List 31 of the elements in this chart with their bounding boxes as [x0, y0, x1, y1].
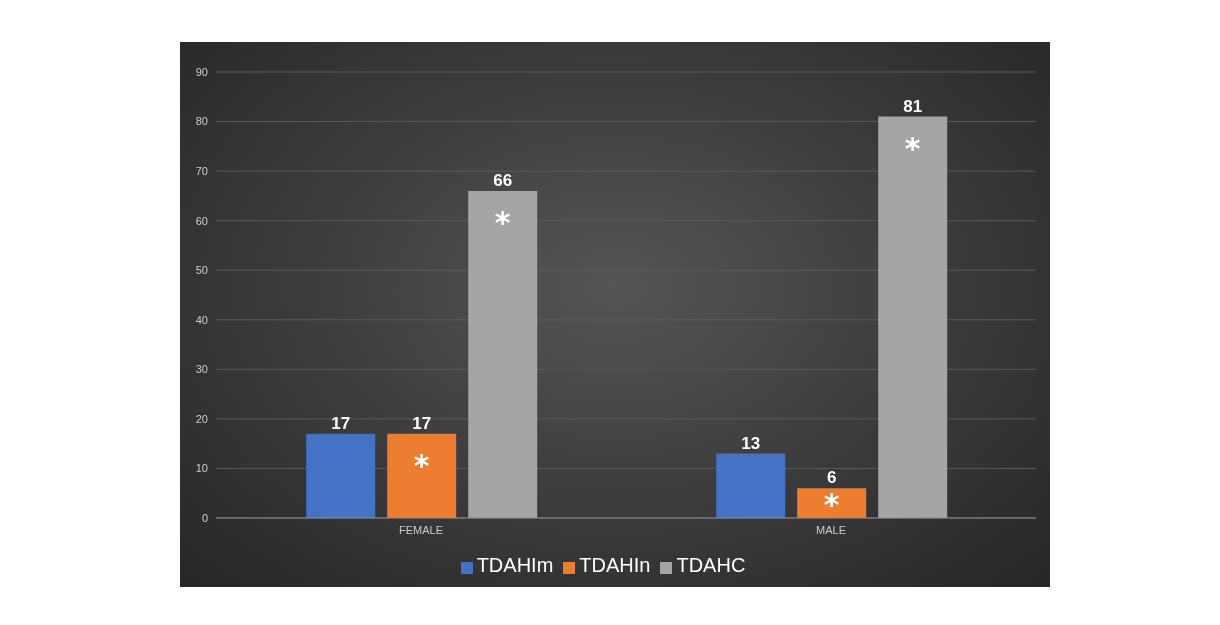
annotation: * [494, 205, 511, 241]
data-label: 17 [412, 413, 432, 433]
bar [797, 488, 867, 518]
y-tick-label: 0 [201, 511, 208, 524]
bar [878, 116, 948, 518]
data-label: 66 [493, 170, 513, 190]
legend-label: TDAHIm [476, 554, 554, 576]
bar [468, 190, 538, 518]
x-tick-label: FEMALE [398, 523, 444, 536]
data-label: 81 [903, 96, 923, 116]
y-tick-label: 20 [195, 412, 208, 425]
y-tick-label: 90 [195, 65, 208, 78]
y-tick-label: 60 [195, 214, 208, 227]
data-label: 13 [741, 433, 761, 453]
bar [387, 433, 457, 518]
bar [306, 433, 376, 518]
y-tick-label: 50 [195, 264, 208, 277]
y-tick-label: 70 [195, 165, 208, 178]
annotation: * [823, 487, 840, 523]
annotation: * [413, 448, 430, 484]
y-tick-label: 10 [195, 462, 208, 475]
bar [716, 453, 786, 518]
annotation: * [904, 131, 921, 167]
y-tick-label: 30 [195, 363, 208, 376]
legend-label: TDAHC [676, 554, 746, 576]
y-tick-label: 40 [195, 313, 208, 326]
legend-label: TDAHIn [579, 554, 651, 576]
data-label: 6 [826, 468, 837, 488]
data-label: 17 [331, 413, 351, 433]
x-tick-label: MALE [816, 523, 846, 536]
y-tick-label: 80 [195, 115, 208, 128]
